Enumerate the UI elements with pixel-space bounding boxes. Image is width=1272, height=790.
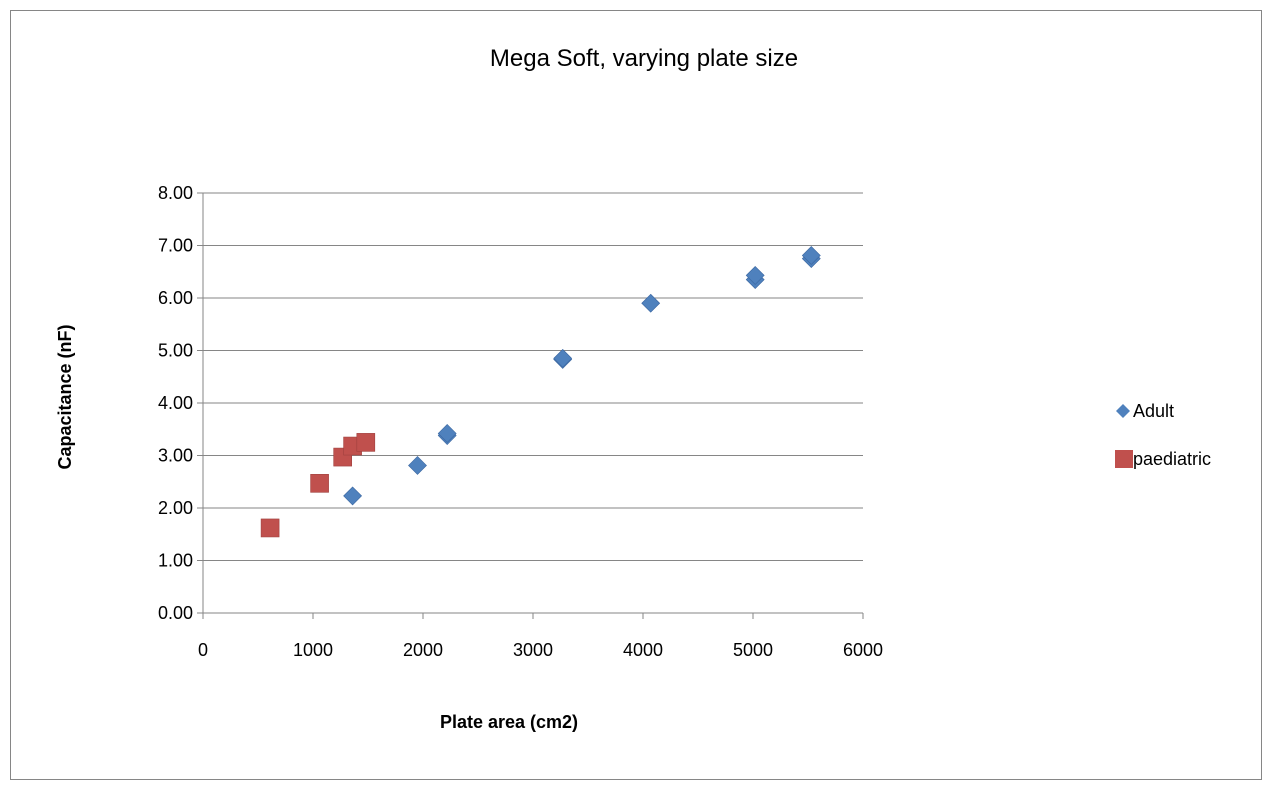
y-tick-label: 2.00: [158, 498, 193, 518]
y-axis-title: Capacitance (nF): [55, 324, 75, 469]
adult-point: [343, 486, 363, 506]
adult-point: [553, 348, 573, 368]
x-tick-label: 2000: [403, 640, 443, 660]
legend-item-paediatric: paediatric: [1115, 449, 1211, 469]
adult-point: [641, 293, 661, 313]
y-tick-label: 6.00: [158, 288, 193, 308]
x-tick-label: 6000: [843, 640, 883, 660]
legend-marker-adult: [1116, 404, 1130, 418]
y-tick-label: 4.00: [158, 393, 193, 413]
paediatric-point: [310, 474, 329, 493]
y-tick-label: 5.00: [158, 341, 193, 361]
y-tick-label: 1.00: [158, 551, 193, 571]
chart-area: Mega Soft, varying plate size 0.00 1.00 2.…: [10, 10, 1262, 780]
adult-point: [437, 424, 457, 443]
x-axis-tick-labels: 0 1000 2000 3000 4000 5000 6000: [198, 640, 883, 660]
scatter-chart: Mega Soft, varying plate size 0.00 1.00 2.…: [55, 45, 1211, 732]
paediatric-point: [260, 518, 280, 538]
legend-marker-paediatric: [1115, 450, 1133, 468]
gridlines: [203, 192, 863, 561]
x-axis-title: Plate area (cm2): [440, 712, 578, 732]
legend-label-paediatric: paediatric: [1133, 449, 1211, 469]
y-tick-label: 3.00: [158, 446, 193, 466]
legend: Adult paediatric: [1115, 401, 1211, 469]
x-tick-label: 1000: [293, 640, 333, 660]
chart-title: Mega Soft, varying plate size: [490, 45, 798, 72]
y-axis-tick-labels: 0.00 1.00 2.00 3.00 4.00 5.00 6.00 7.00 8.00: [158, 183, 193, 623]
y-tick-label: 0.00: [158, 603, 193, 623]
y-tick-label: 8.00: [158, 183, 193, 203]
data-points: [260, 246, 821, 538]
x-tick-label: 4000: [623, 640, 663, 660]
legend-item-adult: Adult: [1116, 401, 1174, 421]
adult-point: [745, 266, 765, 285]
x-tick-label: 0: [198, 640, 208, 660]
x-tick-label: 3000: [513, 640, 553, 660]
x-tick-label: 5000: [733, 640, 773, 660]
adult-point: [801, 246, 821, 265]
paediatric-point: [356, 433, 376, 452]
legend-label-adult: Adult: [1133, 401, 1174, 421]
axes: [197, 192, 864, 619]
adult-point: [408, 456, 427, 475]
y-tick-label: 7.00: [158, 236, 193, 256]
